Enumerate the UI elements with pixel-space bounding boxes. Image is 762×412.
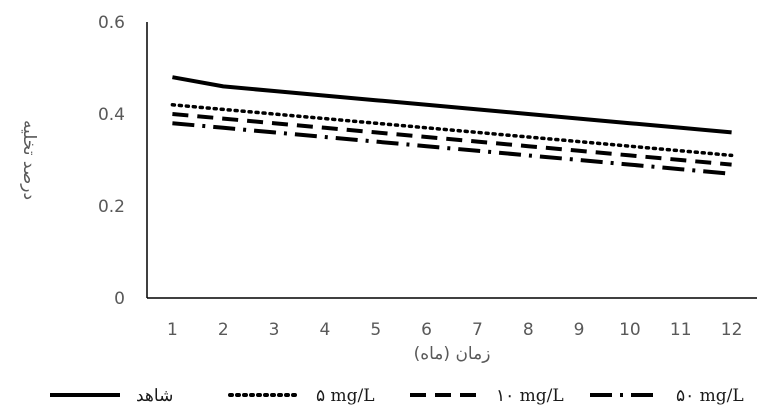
y-axis-ticks: 0 0.2 0.4 0.6 xyxy=(98,13,125,309)
x-tick-label: 4 xyxy=(320,320,331,340)
y-tick-label: 0.2 xyxy=(98,197,125,217)
x-tick-label: 6 xyxy=(421,320,432,340)
x-tick-label: 9 xyxy=(574,320,585,340)
series-line-4 xyxy=(172,121,732,176)
legend-label-2: ۵ mg/L xyxy=(316,386,375,406)
x-tick-label: 7 xyxy=(472,320,483,340)
x-axis-title: زمان (ماه) xyxy=(414,344,491,364)
legend-label-1: شاهد xyxy=(136,386,173,406)
series-line-2 xyxy=(170,103,734,158)
plot-area xyxy=(146,22,757,299)
x-tick-label: 8 xyxy=(523,320,534,340)
series-line-3 xyxy=(172,112,732,167)
y-axis-title: درصد تخلیه xyxy=(19,120,39,200)
y-tick-label: 0.4 xyxy=(98,105,125,125)
series-group xyxy=(170,75,734,176)
y-tick-label: 0 xyxy=(114,289,125,309)
x-tick-label: 10 xyxy=(619,320,641,340)
x-tick-label: 2 xyxy=(218,320,229,340)
x-tick-label: 5 xyxy=(370,320,381,340)
legend: شاهد ۵ mg/L ۱۰ mg/L ۵۰ mg/L xyxy=(50,386,744,406)
legend-label-3: ۱۰ mg/L xyxy=(496,386,564,406)
x-tick-label: 12 xyxy=(721,320,743,340)
y-tick-label: 0.6 xyxy=(98,13,125,33)
series-line-1 xyxy=(172,75,732,135)
x-tick-label: 11 xyxy=(670,320,692,340)
x-tick-label: 3 xyxy=(269,320,280,340)
x-axis-ticks: 1 2 3 4 5 6 7 8 9 10 11 12 xyxy=(167,320,742,340)
legend-label-4: ۵۰ mg/L xyxy=(676,386,744,406)
x-tick-label: 1 xyxy=(167,320,178,340)
